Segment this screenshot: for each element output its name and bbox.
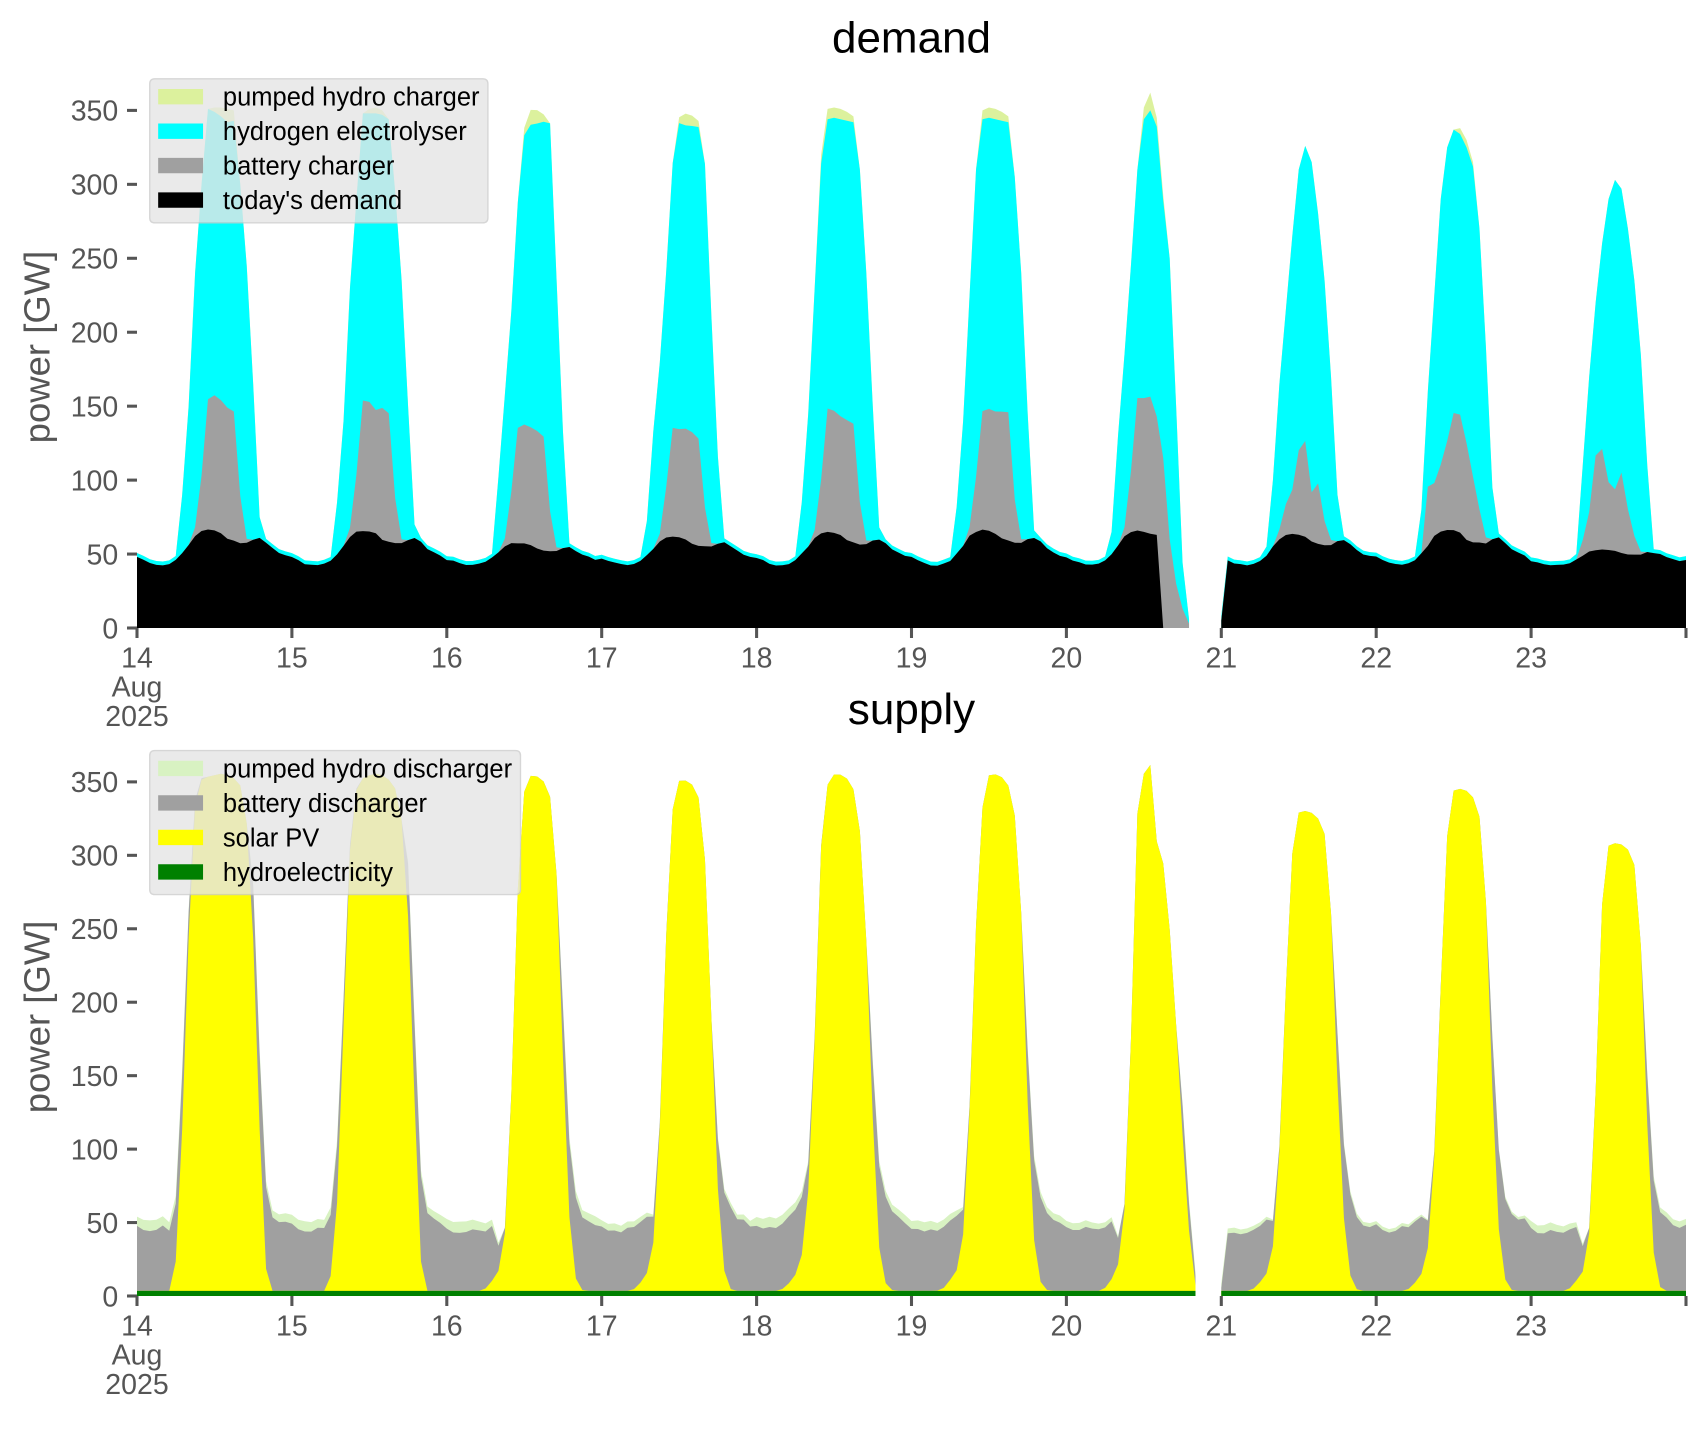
svg-text:Aug: Aug (112, 1340, 163, 1372)
svg-text:14: 14 (121, 642, 153, 674)
svg-text:0: 0 (102, 1281, 118, 1313)
svg-text:battery charger: battery charger (223, 153, 395, 181)
svg-text:15: 15 (276, 642, 308, 674)
svg-text:15: 15 (276, 1310, 308, 1342)
svg-text:0: 0 (102, 613, 118, 645)
svg-text:supply: supply (848, 685, 975, 734)
svg-text:14: 14 (121, 1310, 153, 1342)
svg-text:300: 300 (71, 170, 119, 202)
svg-text:today's demand: today's demand (223, 187, 402, 215)
svg-text:19: 19 (896, 642, 928, 674)
svg-text:200: 200 (71, 318, 119, 350)
svg-text:23: 23 (1515, 642, 1547, 674)
svg-text:18: 18 (741, 642, 773, 674)
svg-text:2025: 2025 (105, 1369, 168, 1401)
svg-text:hydrogen electrolyser: hydrogen electrolyser (223, 118, 467, 146)
svg-text:battery discharger: battery discharger (223, 790, 428, 818)
svg-text:20: 20 (1051, 642, 1083, 674)
svg-text:pumped hydro discharger: pumped hydro discharger (223, 755, 513, 783)
svg-text:17: 17 (586, 1310, 618, 1342)
svg-text:demand: demand (832, 13, 991, 62)
svg-text:300: 300 (71, 841, 119, 873)
svg-text:16: 16 (431, 1310, 463, 1342)
svg-text:22: 22 (1360, 642, 1392, 674)
svg-text:power [GW]: power [GW] (16, 921, 57, 1114)
svg-text:19: 19 (896, 1310, 928, 1342)
svg-text:350: 350 (71, 96, 119, 128)
svg-text:2025: 2025 (105, 701, 168, 733)
svg-text:18: 18 (741, 1310, 773, 1342)
svg-text:100: 100 (71, 1134, 119, 1166)
svg-text:21: 21 (1205, 1310, 1237, 1342)
svg-text:22: 22 (1360, 1310, 1392, 1342)
svg-text:150: 150 (71, 391, 119, 423)
svg-text:50: 50 (87, 1208, 119, 1240)
svg-text:250: 250 (71, 914, 119, 946)
svg-text:100: 100 (71, 465, 119, 497)
svg-text:150: 150 (71, 1061, 119, 1093)
svg-text:20: 20 (1051, 1310, 1083, 1342)
svg-text:200: 200 (71, 988, 119, 1020)
svg-text:23: 23 (1515, 1310, 1547, 1342)
svg-text:17: 17 (586, 642, 618, 674)
svg-text:solar PV: solar PV (223, 824, 319, 852)
svg-text:21: 21 (1205, 642, 1237, 674)
svg-text:50: 50 (87, 539, 119, 571)
svg-text:pumped hydro charger: pumped hydro charger (223, 84, 480, 112)
svg-text:250: 250 (71, 244, 119, 276)
svg-text:350: 350 (71, 767, 119, 799)
svg-text:hydroelectricity: hydroelectricity (223, 859, 393, 887)
svg-text:power [GW]: power [GW] (16, 251, 57, 444)
svg-text:Aug: Aug (112, 672, 163, 704)
svg-text:16: 16 (431, 642, 463, 674)
